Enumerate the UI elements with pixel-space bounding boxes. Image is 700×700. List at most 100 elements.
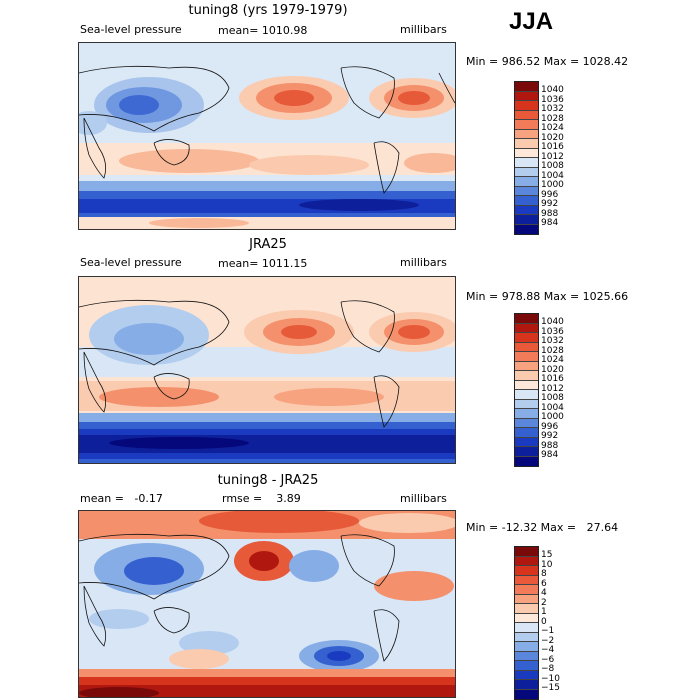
panel1-colorbar-label: 1020	[541, 132, 564, 143]
panel1-units-label: millibars	[400, 23, 447, 36]
panel3-colorbar-label: 8	[541, 569, 547, 579]
panel1-minmax: Min = 986.52 Max = 1028.42	[466, 55, 629, 68]
panel3-colorbar-label: 1	[541, 607, 547, 617]
panel3-colorbar-label: 4	[541, 588, 547, 598]
panel2-colorbar-label: 1032	[541, 336, 564, 346]
colorbar-swatch	[515, 409, 538, 419]
panel2-title: JRA25	[249, 237, 287, 252]
panel2-colorbar-label: 1028	[541, 345, 564, 356]
colorbar-swatch	[515, 556, 538, 566]
panel2-colorbar-label: 1000	[541, 412, 564, 422]
colorbar-swatch	[515, 594, 538, 604]
colorbar-swatch	[515, 390, 538, 400]
panel3-colorbar-label: −15	[541, 683, 560, 693]
panel3-colorbar-label: −8	[541, 664, 555, 674]
colorbar-swatch	[515, 604, 538, 614]
colorbar-swatch	[515, 110, 538, 120]
panel2-colorbar-label: 1008	[541, 393, 564, 403]
colorbar-swatch	[515, 215, 538, 225]
panel3-colorbar-label: 10	[541, 559, 553, 570]
colorbar-swatch	[515, 186, 538, 196]
colorbar-swatch	[515, 342, 538, 352]
panel1-variable-label: Sea-level pressure	[80, 23, 182, 36]
panel2-colorbar-label: 1020	[541, 364, 564, 375]
panel2-colorbar-label: 992	[541, 431, 559, 441]
colorbar-swatch	[515, 418, 538, 428]
panel3-colorbar-label: 6	[541, 578, 547, 589]
colorbar-swatch	[515, 101, 538, 111]
colorbar-swatch	[515, 196, 538, 206]
panel2-mean-label: mean= 1011.15	[218, 257, 308, 270]
colorbar-swatch	[515, 547, 538, 557]
panel2-colorbar-label: 1012	[541, 383, 564, 394]
panel1-map	[78, 42, 456, 230]
panel2-colorbar-label: 1036	[541, 326, 564, 337]
colorbar-swatch	[515, 447, 538, 457]
colorbar-swatch	[515, 623, 538, 633]
panel1-colorbar-label: 1008	[541, 161, 564, 171]
panel3-units-label: millibars	[400, 492, 447, 505]
colorbar-swatch	[515, 224, 538, 234]
panel1-colorbar-label: 1004	[541, 170, 564, 181]
colorbar-swatch	[515, 670, 538, 680]
panel2-units-label: millibars	[400, 256, 447, 269]
panel1-colorbar-label: 1036	[541, 94, 564, 105]
panel3-colorbar-label: −1	[541, 626, 555, 636]
panel1-colorbar-label: 1040	[541, 85, 564, 95]
panel1-colorbar-label: 996	[541, 189, 559, 200]
panel3-map	[78, 510, 456, 698]
colorbar-swatch	[515, 314, 538, 324]
panel1-colorbar-label: 1028	[541, 113, 564, 124]
colorbar-swatch	[515, 371, 538, 381]
panel2-map	[78, 276, 456, 464]
panel2-variable-label: Sea-level pressure	[80, 256, 182, 269]
panel3-colorbar-label: −4	[541, 645, 555, 655]
colorbar-swatch	[515, 575, 538, 585]
colorbar-swatch	[515, 158, 538, 168]
panel1-colorbar-label: 1000	[541, 180, 564, 190]
panel3-colorbar-label: −2	[541, 635, 555, 646]
panel3-title: tuning8 - JRA25	[217, 473, 319, 488]
colorbar-swatch	[515, 642, 538, 652]
colorbar-swatch	[515, 428, 538, 438]
panel1-colorbar-label: 988	[541, 208, 559, 219]
colorbar-swatch	[515, 177, 538, 187]
panel1-colorbar-label: 1032	[541, 104, 564, 114]
colorbar-swatch	[515, 129, 538, 139]
panel3-colorbar-label: 0	[541, 616, 547, 627]
colorbar-swatch	[515, 651, 538, 661]
panel2-colorbar-label: 1016	[541, 374, 564, 384]
colorbar-swatch	[515, 139, 538, 149]
panel3-minmax: Min = -12.32 Max = 27.64	[466, 521, 619, 534]
colorbar-swatch	[515, 352, 538, 362]
colorbar-swatch	[515, 333, 538, 343]
panel1-mean-label: mean= 1010.98	[218, 24, 308, 37]
colorbar-swatch	[515, 91, 538, 101]
colorbar-swatch	[515, 437, 538, 447]
colorbar-swatch	[515, 323, 538, 333]
panel1-colorbar-label: 992	[541, 199, 559, 209]
colorbar-swatch	[515, 661, 538, 671]
panel1-colorbar-label: 1012	[541, 151, 564, 162]
panel3-colorbar	[514, 546, 539, 700]
colorbar-swatch	[515, 82, 538, 92]
panel3-mean-label: mean = -0.17	[80, 492, 163, 505]
colorbar-swatch	[515, 566, 538, 576]
panel2-minmax: Min = 978.88 Max = 1025.66	[466, 290, 629, 303]
panel1-colorbar	[514, 81, 539, 235]
colorbar-swatch	[515, 456, 538, 466]
panel1-colorbar-label: 984	[541, 218, 559, 228]
colorbar-swatch	[515, 167, 538, 177]
panel2-colorbar-label: 1004	[541, 402, 564, 413]
panel3-colorbar-label: 15	[541, 550, 553, 560]
panel3-colorbar-label: −6	[541, 654, 555, 665]
colorbar-swatch	[515, 689, 538, 699]
colorbar-swatch	[515, 361, 538, 371]
colorbar-swatch	[515, 613, 538, 623]
panel2-colorbar-label: 996	[541, 421, 559, 432]
colorbar-swatch	[515, 205, 538, 215]
panel3-colorbar-label: 2	[541, 597, 547, 608]
panel2-colorbar-label: 1024	[541, 355, 564, 365]
colorbar-swatch	[515, 148, 538, 158]
panel3-rmse-label: rmse = 3.89	[222, 492, 301, 505]
